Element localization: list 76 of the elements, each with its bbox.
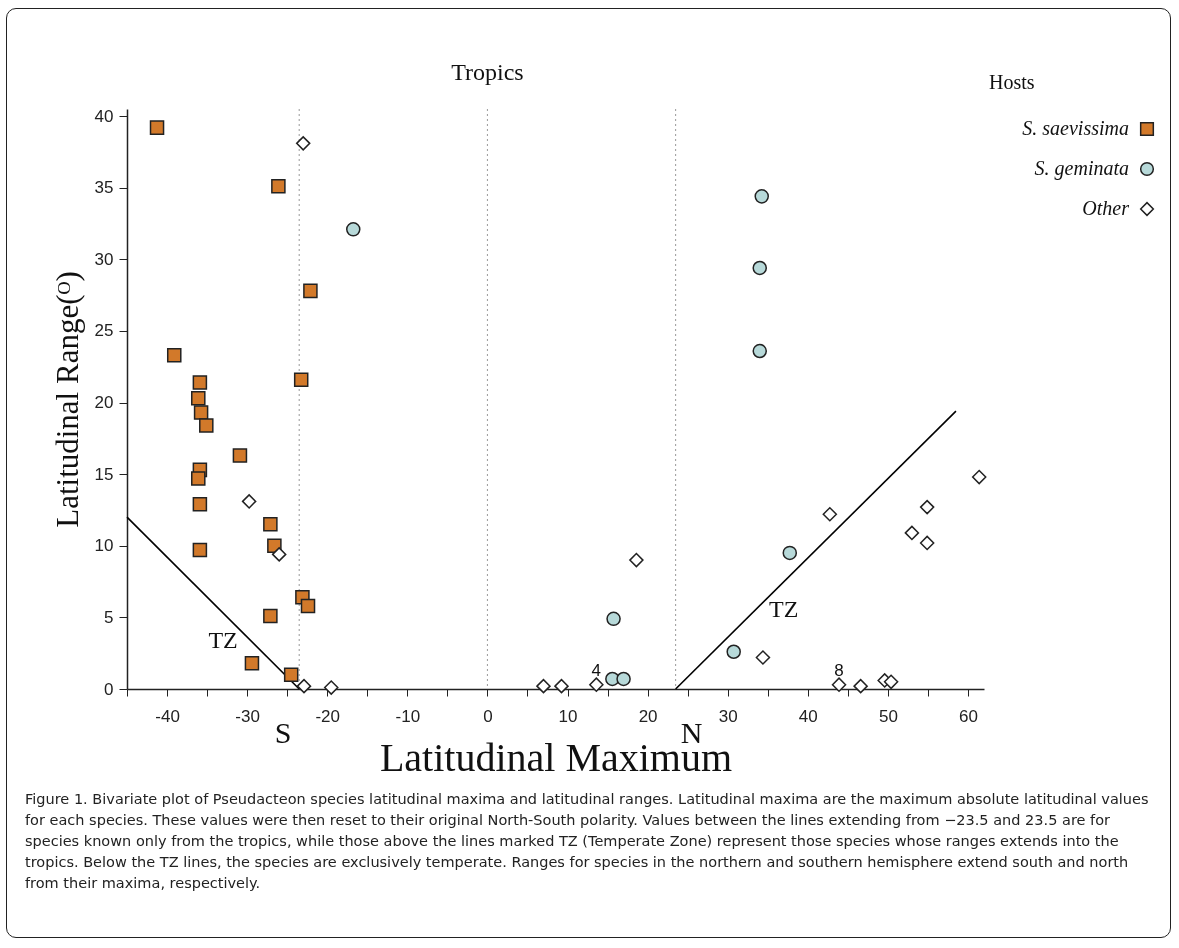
point <box>346 222 361 237</box>
point <box>616 671 631 687</box>
y-tick-label: 15 <box>94 464 114 484</box>
point <box>323 680 339 695</box>
point <box>271 547 287 562</box>
point <box>536 678 551 694</box>
annotation: TZ <box>208 627 238 654</box>
point <box>192 375 208 390</box>
point <box>232 448 248 463</box>
point <box>853 678 868 694</box>
point <box>295 136 311 151</box>
point <box>241 494 257 509</box>
point <box>726 644 741 660</box>
point <box>589 677 604 692</box>
y-tick-label: 30 <box>94 249 114 269</box>
x-tick-label: -30 <box>235 706 260 726</box>
point <box>193 405 209 420</box>
point <box>192 496 208 512</box>
x-tick-label: -10 <box>395 706 421 726</box>
point <box>971 469 987 485</box>
point <box>191 391 206 406</box>
x-tick-label: 10 <box>558 706 578 726</box>
point <box>303 283 318 299</box>
x-tick-label: 20 <box>638 706 658 726</box>
point <box>199 418 214 433</box>
legend-label: Other <box>1082 197 1130 219</box>
point <box>271 179 286 194</box>
point <box>300 598 316 614</box>
point <box>754 189 770 204</box>
ref-line-label: S <box>274 716 292 749</box>
legend-label: S. saevissima <box>1022 117 1129 139</box>
point <box>192 542 208 558</box>
annotation: Tropics <box>451 59 524 85</box>
y-tick-label: 10 <box>94 536 114 556</box>
point <box>293 372 309 387</box>
point <box>149 120 165 135</box>
point <box>606 611 621 627</box>
point <box>883 674 899 690</box>
point <box>919 499 935 515</box>
point <box>752 260 768 276</box>
legend-label: S. geminata <box>1034 157 1129 180</box>
y-tick-label: 40 <box>94 106 114 126</box>
x-tick-label: 30 <box>718 706 738 726</box>
point <box>904 525 920 541</box>
point <box>191 471 206 486</box>
y-tick-label: 20 <box>94 393 114 413</box>
y-tick-label: 5 <box>104 607 114 627</box>
point <box>283 667 299 682</box>
point <box>629 552 644 568</box>
x-tick-label: -20 <box>315 706 341 726</box>
point <box>554 678 569 694</box>
x-tick-label: 60 <box>959 706 978 726</box>
annotation: 4 <box>591 660 602 680</box>
point <box>782 545 798 561</box>
x-tick-label: -40 <box>155 706 180 726</box>
y-tick-label: 25 <box>94 321 114 341</box>
annotation: 8 <box>834 660 844 680</box>
point <box>296 678 312 694</box>
annotation: TZ <box>769 595 799 622</box>
point <box>822 507 838 522</box>
x-tick-label: 40 <box>798 706 818 726</box>
point <box>263 608 278 624</box>
legend-title: Hosts <box>989 71 1035 93</box>
point <box>752 343 768 359</box>
point <box>919 535 935 551</box>
point <box>755 650 771 665</box>
caption: Figure 1. Bivariate plot of Pseudacteon species latitudinal maxima and latitudinal ranges. Latitudinal maxima are the maximum absolute latitudinal values for each species. These values were then reset to their original North-South polarity. Values between the lines extending from −23.5 and 23.5 are for species known only from the tropics, while those above the lines marked TZ (Temperate Zone) represent those species whose ranges extends into the tropics. Below the TZ lines, the species are exclusively temperate. Ranges for species in the northern and southern hemisphere extend south and north from their maxima, respectively. <box>25 790 1150 894</box>
point <box>166 348 182 363</box>
x-tick-label: 0 <box>483 706 493 726</box>
point <box>244 655 260 671</box>
y-tick-label: 0 <box>104 679 114 699</box>
point <box>831 677 847 692</box>
x-tick-label: 50 <box>878 706 898 726</box>
y-tick-label: 35 <box>94 178 114 198</box>
point <box>263 517 278 532</box>
y-axis-title: Latitudinal Range(ᴼ) <box>49 271 85 528</box>
